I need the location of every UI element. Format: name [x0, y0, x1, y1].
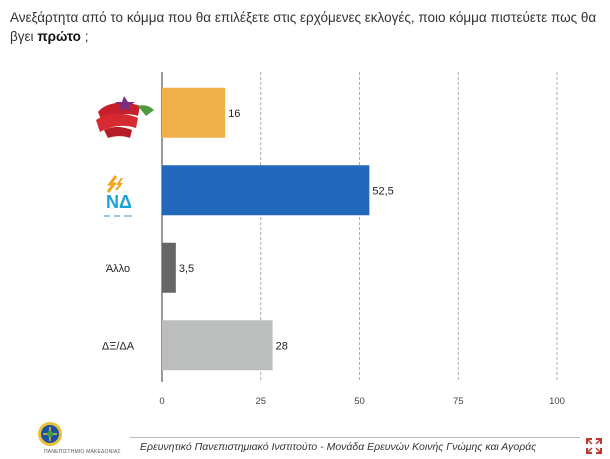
x-tick-label: 75: [453, 396, 464, 407]
university-logo-label: ΠΑΝΕΠΙΣΤΗΜΙΟ ΜΑΚΕΔΟΝΙΑΣ: [44, 449, 121, 455]
title-text: Ανεξάρτητα από το κόμμα που θα επιλέξετε…: [10, 10, 597, 44]
x-tick-label: 25: [255, 396, 266, 407]
bar: [162, 87, 226, 138]
nd-logo: ΝΔ: [104, 175, 132, 217]
category-labels: Άλλο ΔΞ/ΔΑ: [102, 263, 135, 353]
syriza-logo: [96, 96, 154, 138]
bar-value-label: 52,5: [372, 185, 393, 197]
bar: [162, 320, 273, 371]
bar-value-label: 16: [228, 108, 240, 120]
bar: [162, 242, 176, 293]
x-tick-label: 50: [354, 396, 365, 407]
footer-text: Ερευνητικό Πανεπιστημιακό Ινστιτούτο - Μ…: [140, 441, 537, 453]
bar-value-label: 3,5: [179, 263, 194, 275]
bar: [162, 165, 370, 216]
bar-value-label: 28: [276, 340, 288, 352]
footer-divider: [130, 437, 580, 438]
x-tick-label: 0: [159, 396, 164, 407]
x-tick-label: 100: [549, 396, 565, 407]
chart-title: Ανεξάρτητα από το κόμμα που θα επιλέξετε…: [10, 8, 600, 46]
title-emphasis: πρώτο: [37, 29, 81, 44]
university-logo: [38, 422, 62, 446]
category-label: Άλλο: [106, 263, 130, 275]
tick-labels: 0 25 50 75 100: [159, 396, 565, 407]
bars-group: 16 52,5 3,5 28: [162, 87, 394, 371]
category-label: ΔΞ/ΔΑ: [102, 340, 135, 352]
title-end: ;: [80, 29, 89, 44]
expand-icon[interactable]: [584, 436, 604, 456]
nd-logo-text: ΝΔ: [106, 192, 132, 212]
